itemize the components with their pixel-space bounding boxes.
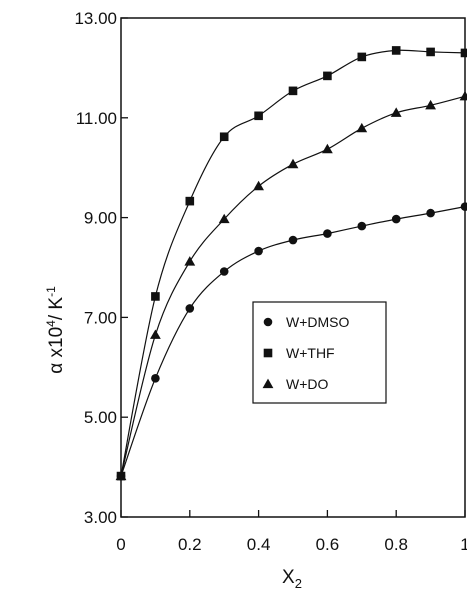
data-point-triangle	[115, 470, 127, 481]
data-point-square	[219, 132, 229, 142]
data-point-circle	[219, 267, 229, 276]
legend-label: W+THF	[286, 345, 335, 361]
y-tick-label: 5.00	[84, 408, 117, 427]
legend-box	[252, 301, 387, 404]
data-point-square	[391, 46, 401, 55]
series-line-triangle	[120, 95, 466, 477]
data-point-circle	[254, 246, 263, 256]
data-point-triangle	[253, 180, 264, 191]
legend-marker-circle	[263, 317, 273, 327]
y-tick-label: 9.00	[84, 209, 117, 228]
data-point-square	[185, 196, 195, 206]
x-axis-title: X2	[282, 567, 302, 591]
legend-label: W+DO	[286, 376, 329, 392]
y-axis: 3.00 5.00 7.00 9.00 11.00 13.00	[74, 9, 128, 527]
data-point-circle	[151, 373, 160, 383]
legend-items: W+DMSO W+THF W+DO	[262, 314, 350, 392]
x-tick-label: 0.8	[384, 535, 408, 554]
data-point-circle	[357, 221, 367, 231]
plot-frame	[120, 17, 466, 518]
legend-marker-square	[263, 348, 273, 358]
data-point-triangle	[356, 122, 368, 133]
data-point-square	[460, 48, 467, 58]
series-markers	[115, 46, 467, 481]
data-point-square	[151, 292, 160, 301]
y-tick-label: 13.00	[74, 9, 117, 28]
x-axis: 0 0.2 0.4 0.6 0.8 1	[116, 510, 467, 554]
data-point-circle	[288, 235, 298, 245]
data-point-circle	[426, 208, 435, 218]
data-point-triangle	[322, 143, 333, 154]
data-point-square	[288, 86, 298, 96]
y-tick-label: 11.00	[76, 109, 117, 128]
data-point-circle	[391, 214, 401, 224]
series-line-square	[120, 49, 466, 477]
legend: W+DMSO W+THF W+DO	[252, 301, 387, 404]
data-point-triangle	[184, 256, 196, 266]
y-tick-label: 3.00	[84, 508, 117, 527]
series-line-circle	[120, 206, 466, 477]
data-point-square	[323, 71, 332, 81]
data-point-square	[254, 111, 263, 121]
legend-label: W+DMSO	[286, 314, 350, 330]
data-point-triangle	[150, 329, 161, 339]
data-point-triangle	[218, 213, 230, 224]
series-curves	[120, 49, 466, 477]
x-tick-label: 0.6	[316, 535, 340, 554]
data-point-square	[426, 47, 435, 57]
x-tick-label: 0	[116, 535, 125, 554]
y-axis-title: α x104/ K-1	[44, 286, 67, 374]
legend-marker-triangle	[262, 378, 274, 389]
y-tick-label: 7.00	[84, 308, 117, 327]
data-point-circle	[460, 202, 467, 211]
plot-border	[120, 17, 466, 518]
x-tick-label: 0.4	[247, 535, 271, 554]
data-point-triangle	[459, 90, 467, 101]
data-point-circle	[185, 304, 195, 313]
data-point-square	[357, 52, 367, 62]
x-tick-label: 0.2	[178, 535, 202, 554]
data-point-triangle	[425, 99, 436, 110]
data-point-circle	[323, 229, 332, 238]
x-tick-label: 1	[460, 535, 467, 554]
data-point-triangle	[390, 107, 402, 117]
data-point-triangle	[287, 158, 299, 169]
